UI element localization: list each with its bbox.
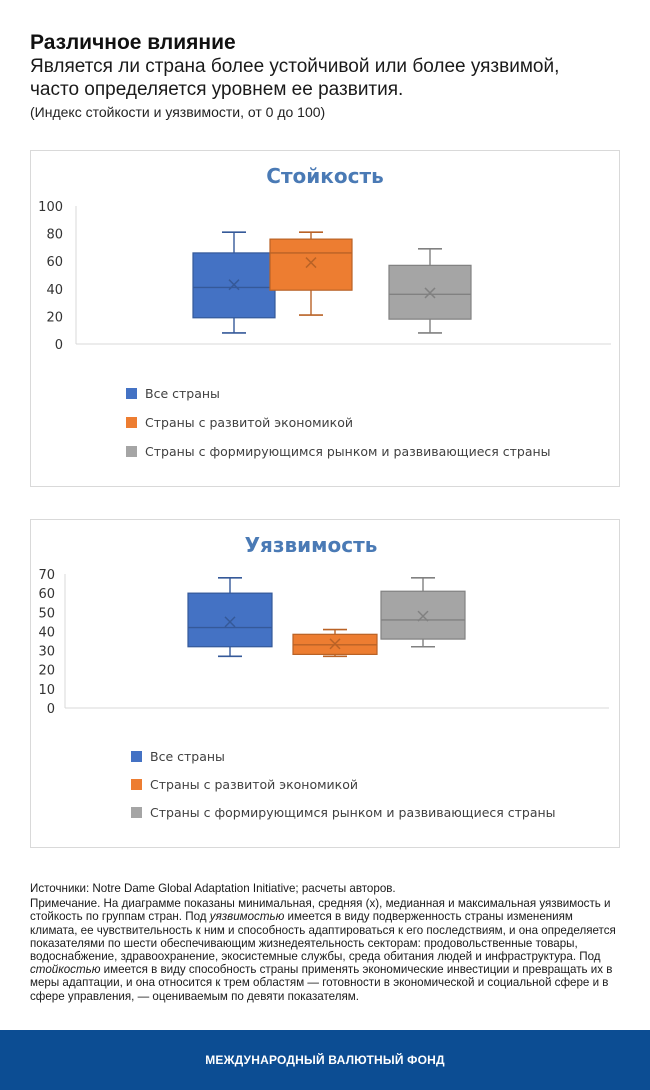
legend-item: Все страны [126,386,220,401]
y-axis: 0 10 20 30 40 50 60 70 [38,568,55,717]
box-plots [192,231,472,334]
note-text: Примечание. На диаграмме показаны минима… [30,897,616,1003]
y-tick-label: 60 [38,587,55,602]
box-3 [380,577,466,648]
term-vulnerability: уязвимостью [209,910,285,924]
box-1 [192,231,276,334]
mean-marker-icon [224,616,236,628]
chart-title: Стойкость [266,164,383,188]
mean-marker-icon [228,279,240,291]
mean-marker-icon [329,638,341,650]
legend-swatch-icon [131,779,142,790]
chart-title: Уязвимость [245,533,378,557]
iqr-box [187,592,273,648]
y-tick-label: 20 [46,310,63,325]
box-1 [187,577,273,658]
vulnerability-chart-svg: Уязвимость 0 10 20 30 40 50 60 70 Все страны Стр… [38,533,609,820]
legend-swatch-icon [126,417,137,428]
legend-item: Страны с развитой экономикой [126,415,353,430]
legend: Все страны Страны с развитой экономикой Ст… [131,749,556,820]
legend-item: Все страны [131,749,225,764]
footer-banner: МЕЖДУНАРОДНЫЙ ВАЛЮТНЫЙ ФОНД [0,1030,650,1090]
legend-label: Все страны [150,749,225,764]
y-tick-label: 40 [38,625,55,640]
legend-swatch-icon [126,388,137,399]
legend-swatch-icon [131,751,142,762]
legend-item: Страны с развитой экономикой [131,777,358,792]
y-tick-label: 30 [38,645,55,660]
y-axis: 0 20 40 60 80 100 [38,200,63,353]
mean-marker-icon [417,610,429,622]
box-2 [269,231,353,316]
box-2 [292,628,378,658]
legend-label: Страны с развитой экономикой [150,777,358,792]
subtitle-line-1: Является ли страна более устойчивой или … [30,56,560,77]
y-tick-label: 20 [38,664,55,679]
header: Различное влияние Является ли страна бол… [30,30,630,121]
subtitle-line-2: часто определяется уровнем ее развития. [30,79,404,100]
page-title: Различное влияние [30,31,236,54]
vulnerability-chart: Уязвимость 0 10 20 30 40 50 60 70 Все страны Стр… [30,519,620,848]
resilience-chart-svg: Стойкость 0 20 40 60 80 100 Все страны Страны … [38,164,611,459]
legend-label: Страны с формирующимся рынком и развиваю… [150,805,556,820]
y-tick-label: 0 [47,702,55,717]
mean-marker-icon [305,257,317,269]
y-tick-label: 50 [38,606,55,621]
resilience-chart: Стойкость 0 20 40 60 80 100 Все страны Страны … [30,150,620,487]
notes: Источники: Notre Dame Global Adaptation … [30,882,622,1005]
legend-swatch-icon [131,807,142,818]
legend-label: Все страны [145,386,220,401]
y-tick-label: 70 [38,568,55,583]
legend-label: Страны с развитой экономикой [145,415,353,430]
y-tick-label: 100 [38,200,63,215]
legend-item: Страны с формирующимся рынком и развиваю… [126,444,551,459]
legend: Все страны Страны с развитой экономикой Ст… [126,386,551,459]
mean-marker-icon [424,287,436,299]
y-tick-label: 0 [55,338,63,353]
y-tick-label: 40 [46,283,63,298]
y-tick-label: 10 [38,683,55,698]
legend-label: Страны с формирующимся рынком и развиваю… [145,444,551,459]
iqr-box [269,238,353,291]
sources-text: Источники: Notre Dame Global Adaptation … [30,882,396,895]
box-3 [388,247,472,334]
y-tick-label: 80 [46,228,63,243]
footer-label: МЕЖДУНАРОДНЫЙ ВАЛЮТНЫЙ ФОНД [205,1053,445,1067]
iqr-box [192,252,276,319]
box-plots [187,577,466,658]
legend-swatch-icon [126,446,137,457]
legend-item: Страны с формирующимся рынком и развиваю… [131,805,556,820]
y-tick-label: 60 [46,255,63,270]
unit-caption: (Индекс стойкости и уязвимости, от 0 до … [30,104,326,120]
term-resilience: стойкостью [30,963,101,977]
